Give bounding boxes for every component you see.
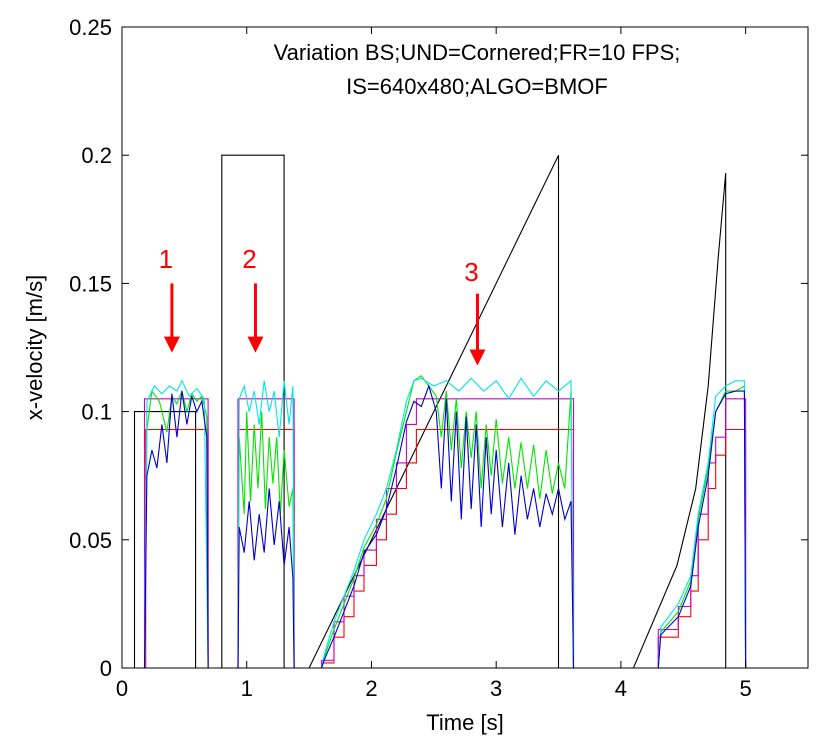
x-tick-label: 3 — [490, 676, 502, 701]
series-line-5 — [143, 384, 747, 669]
x-tick-label: 1 — [241, 676, 253, 701]
annotation-label: 3 — [464, 257, 478, 287]
annotation-arrowhead — [163, 336, 180, 353]
x-tick-label: 2 — [365, 676, 377, 701]
annotations: 1 2 3 — [159, 244, 486, 366]
chart-title-line-1: Variation BS;UND=Cornered;FR=10 FPS; — [274, 40, 681, 65]
annotation-arrowhead — [247, 336, 264, 353]
x-tick-label: 4 — [615, 676, 627, 701]
plot-frame — [121, 26, 809, 669]
annotation-label: 1 — [159, 244, 173, 274]
x-axis-label: Time [s] — [426, 710, 503, 735]
x-tick-label: 5 — [740, 676, 752, 701]
chart-title: Variation BS;UND=Cornered;FR=10 FPS; IS=… — [274, 40, 681, 99]
series-line-1 — [122, 428, 808, 669]
y-tick-label: 0.1 — [81, 400, 112, 425]
y-axis-label: x-velocity [m/s] — [22, 275, 47, 420]
axis-ticks: 0 1 2 3 4 5 0 0.05 0.1 0.15 0.2 0.25 — [69, 15, 808, 701]
x-tick-label: 0 — [116, 676, 128, 701]
y-tick-label: 0.25 — [69, 15, 112, 40]
y-tick-label: 0.05 — [69, 528, 112, 553]
y-tick-label: 0 — [100, 656, 112, 681]
plot-lines — [122, 154, 808, 669]
annotation-label: 2 — [242, 244, 256, 274]
series-line-0 — [122, 154, 808, 669]
chart-title-line-2: IS=640x480;ALGO=BMOF — [346, 74, 608, 99]
annotation-arrowhead — [469, 349, 486, 366]
y-tick-label: 0.2 — [81, 143, 112, 168]
y-tick-label: 0.15 — [69, 271, 112, 296]
